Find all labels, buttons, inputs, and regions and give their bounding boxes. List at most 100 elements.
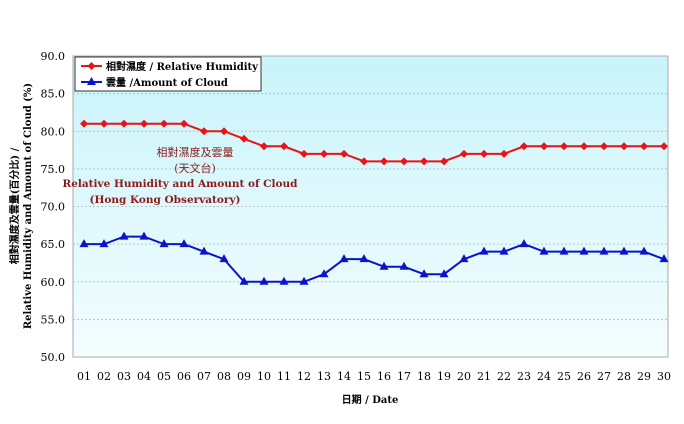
data-point-cloud [339, 254, 349, 263]
data-point-humidity [80, 119, 88, 128]
chart-subtitle-line-1: Relative Humidity and Amount of Cloud [62, 178, 298, 190]
x-tick-label: 18 [417, 370, 431, 383]
legend: 相對濕度 / Relative Humidity 雲量 /Amount of C… [74, 56, 262, 92]
x-tick-label: 02 [97, 370, 111, 383]
data-point-cloud [519, 239, 529, 248]
legend-diamond-icon [87, 62, 96, 70]
data-point-humidity [240, 134, 248, 143]
data-point-cloud [319, 269, 329, 278]
x-tick-label: 07 [197, 370, 211, 383]
x-tick-label: 20 [457, 370, 471, 383]
data-point-humidity [420, 157, 428, 166]
x-tick-label: 27 [597, 370, 611, 383]
data-point-cloud [199, 246, 209, 255]
x-tick-label: 11 [277, 370, 291, 383]
x-tick-label: 23 [517, 370, 531, 383]
data-point-cloud [259, 276, 269, 285]
data-point-humidity [320, 149, 328, 158]
x-tick-label: 24 [537, 370, 551, 383]
y-tick-label: 50.0 [41, 351, 66, 364]
data-point-cloud [359, 254, 369, 263]
data-point-humidity [520, 142, 528, 151]
x-tick-label: 08 [217, 370, 231, 383]
x-tick-label: 01 [77, 370, 91, 383]
x-tick-label: 03 [117, 370, 131, 383]
data-point-cloud [179, 239, 189, 248]
data-point-cloud [279, 276, 289, 285]
x-tick-label: 26 [577, 370, 591, 383]
data-point-humidity [480, 149, 488, 158]
x-tick-label: 14 [337, 370, 351, 383]
x-tick-label: 19 [437, 370, 451, 383]
x-tick-label: 17 [397, 370, 411, 383]
data-point-cloud [159, 239, 169, 248]
legend-label-cloud: 雲量 /Amount of Cloud [106, 76, 228, 89]
y-axis-label-line-2: Relative Humidity and Amount of Cloud (%… [23, 83, 34, 329]
y-tick-label: 70.0 [41, 201, 66, 214]
x-tick-label: 30 [657, 370, 671, 383]
series-line [84, 235, 665, 283]
data-point-humidity [540, 142, 548, 151]
data-point-cloud [479, 246, 489, 255]
data-point-humidity [300, 149, 308, 158]
data-point-humidity [580, 142, 588, 151]
data-point-cloud [639, 246, 649, 255]
data-point-cloud [499, 246, 509, 255]
data-point-humidity [360, 157, 368, 166]
y-tick-label: 65.0 [41, 238, 66, 251]
x-tick-label: 28 [617, 370, 631, 383]
data-point-cloud [619, 246, 629, 255]
y-axis-label-line-1: 相對濕度及雲量(百分比) / [8, 147, 21, 264]
data-point-cloud [299, 276, 309, 285]
data-point-cloud [139, 231, 149, 240]
x-axis-label: 日期 / Date [342, 393, 399, 406]
data-point-cloud [219, 254, 229, 263]
data-point-humidity [400, 157, 408, 166]
data-point-humidity [560, 142, 568, 151]
data-point-cloud [559, 246, 569, 255]
data-point-cloud [539, 246, 549, 255]
data-point-cloud [419, 269, 429, 278]
y-tick-label: 60.0 [41, 276, 66, 289]
x-tick-label: 21 [477, 370, 491, 383]
data-point-humidity [340, 149, 348, 158]
data-point-humidity [460, 149, 468, 158]
data-point-humidity [120, 119, 128, 128]
data-point-humidity [140, 119, 148, 128]
y-tick-label: 85.0 [41, 88, 66, 101]
data-point-humidity [620, 142, 628, 151]
x-tick-label: 25 [557, 370, 571, 383]
data-point-cloud [379, 261, 389, 270]
x-tick-label: 04 [137, 370, 151, 383]
y-tick-label: 90.0 [41, 50, 66, 63]
legend-label-humidity: 相對濕度 / Relative Humidity [106, 60, 259, 73]
legend-triangle-icon [87, 77, 96, 85]
data-point-cloud [439, 269, 449, 278]
y-tick-label: 80.0 [41, 125, 66, 138]
y-tick-label: 75.0 [41, 163, 66, 176]
x-tick-label: 15 [357, 370, 371, 383]
data-point-humidity [500, 149, 508, 158]
data-point-cloud [579, 246, 589, 255]
x-tick-label: 22 [497, 370, 511, 383]
data-point-humidity [660, 142, 668, 151]
data-point-humidity [260, 142, 268, 151]
data-point-humidity [200, 127, 208, 136]
chart-subtitle-line-2: (Hong Kong Observatory) [89, 194, 240, 206]
x-tick-label: 09 [237, 370, 251, 383]
data-point-humidity [640, 142, 648, 151]
data-point-humidity [280, 142, 288, 151]
data-point-cloud [399, 261, 409, 270]
data-point-humidity [380, 157, 388, 166]
data-point-humidity [220, 127, 228, 136]
x-tick-label: 13 [317, 370, 331, 383]
data-point-humidity [440, 157, 448, 166]
data-point-humidity [160, 119, 168, 128]
chart-title-line-1: 相對濕度及雲量 [157, 145, 234, 159]
chart-title-line-2: (天文台) [174, 161, 216, 175]
x-tick-label: 29 [637, 370, 651, 383]
data-point-cloud [239, 276, 249, 285]
x-tick-label: 12 [297, 370, 311, 383]
